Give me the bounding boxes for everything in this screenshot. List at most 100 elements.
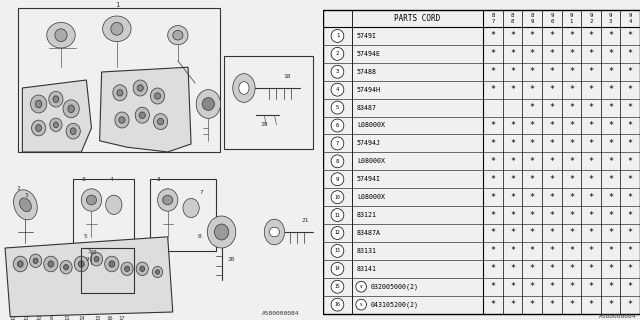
Ellipse shape xyxy=(53,96,59,102)
Ellipse shape xyxy=(48,261,54,267)
Text: *: * xyxy=(608,49,613,58)
Circle shape xyxy=(331,209,344,221)
Text: *: * xyxy=(628,157,633,166)
Text: 2: 2 xyxy=(17,186,20,191)
Ellipse shape xyxy=(105,256,119,272)
Ellipse shape xyxy=(269,227,280,237)
Text: S: S xyxy=(360,303,362,307)
Text: 7: 7 xyxy=(200,189,203,195)
Ellipse shape xyxy=(55,29,67,42)
Text: *: * xyxy=(628,246,633,255)
Text: *: * xyxy=(589,31,593,40)
Text: *: * xyxy=(549,282,554,291)
Text: 3: 3 xyxy=(81,177,85,182)
Text: *: * xyxy=(569,228,574,237)
Text: *: * xyxy=(628,300,633,309)
Text: *: * xyxy=(530,175,534,184)
Ellipse shape xyxy=(207,216,236,248)
Text: *: * xyxy=(569,121,574,130)
Ellipse shape xyxy=(152,266,163,277)
Text: *: * xyxy=(530,85,534,94)
Ellipse shape xyxy=(33,258,38,263)
Text: *: * xyxy=(569,85,574,94)
Ellipse shape xyxy=(29,254,42,268)
Ellipse shape xyxy=(63,265,68,270)
Text: 9
1: 9 1 xyxy=(570,13,573,24)
Circle shape xyxy=(331,101,344,114)
Text: V: V xyxy=(360,285,362,289)
Ellipse shape xyxy=(214,224,228,240)
Ellipse shape xyxy=(47,22,76,48)
Ellipse shape xyxy=(154,93,161,99)
Text: *: * xyxy=(549,228,554,237)
Ellipse shape xyxy=(60,260,72,274)
Text: *: * xyxy=(608,121,613,130)
Text: 9
2: 9 2 xyxy=(589,13,593,24)
Text: *: * xyxy=(569,139,574,148)
Ellipse shape xyxy=(31,95,47,113)
Ellipse shape xyxy=(49,91,63,107)
Text: 9: 9 xyxy=(336,177,339,182)
Text: *: * xyxy=(589,139,593,148)
Ellipse shape xyxy=(31,120,45,136)
Ellipse shape xyxy=(135,107,149,123)
Text: *: * xyxy=(490,139,495,148)
Text: *: * xyxy=(490,211,495,220)
Text: 57494E: 57494E xyxy=(356,51,381,57)
Ellipse shape xyxy=(115,112,129,128)
Text: *: * xyxy=(490,300,495,309)
Text: *: * xyxy=(608,103,613,112)
Text: *: * xyxy=(569,175,574,184)
Text: L08000X: L08000X xyxy=(356,158,385,164)
Text: 14: 14 xyxy=(335,266,340,271)
Text: *: * xyxy=(530,282,534,291)
Text: *: * xyxy=(530,246,534,255)
Circle shape xyxy=(331,227,344,239)
Text: *: * xyxy=(549,49,554,58)
Ellipse shape xyxy=(68,105,74,113)
Ellipse shape xyxy=(113,85,127,101)
Text: *: * xyxy=(569,67,574,76)
Text: *: * xyxy=(549,139,554,148)
Text: 3: 3 xyxy=(88,249,91,254)
Text: 83121: 83121 xyxy=(356,212,377,218)
Text: *: * xyxy=(608,157,613,166)
Circle shape xyxy=(331,244,344,257)
Text: *: * xyxy=(628,139,633,148)
Text: *: * xyxy=(530,103,534,112)
Text: *: * xyxy=(589,282,593,291)
Text: 11: 11 xyxy=(335,212,340,218)
Text: *: * xyxy=(608,246,613,255)
Text: *: * xyxy=(490,193,495,202)
Circle shape xyxy=(331,298,344,311)
Text: *: * xyxy=(549,121,554,130)
Text: A580000084: A580000084 xyxy=(599,314,637,319)
Ellipse shape xyxy=(13,190,37,220)
Ellipse shape xyxy=(168,26,188,45)
Ellipse shape xyxy=(54,122,58,128)
Text: *: * xyxy=(569,264,574,273)
Ellipse shape xyxy=(74,256,88,272)
Text: 10: 10 xyxy=(335,195,340,200)
Text: 12: 12 xyxy=(9,316,15,320)
Text: *: * xyxy=(589,228,593,237)
Ellipse shape xyxy=(140,112,145,118)
Text: 57494H: 57494H xyxy=(356,87,381,93)
Text: *: * xyxy=(628,175,633,184)
Text: 19: 19 xyxy=(260,122,268,127)
Ellipse shape xyxy=(86,195,97,205)
Text: *: * xyxy=(608,282,613,291)
Text: 5749I: 5749I xyxy=(356,33,377,39)
Ellipse shape xyxy=(121,262,133,276)
Text: *: * xyxy=(608,67,613,76)
Text: *: * xyxy=(490,157,495,166)
Text: *: * xyxy=(608,300,613,309)
Ellipse shape xyxy=(66,123,80,139)
Text: *: * xyxy=(628,121,633,130)
Text: *: * xyxy=(628,103,633,112)
Text: *: * xyxy=(608,175,613,184)
Text: *: * xyxy=(549,67,554,76)
Text: *: * xyxy=(490,282,495,291)
Text: 20: 20 xyxy=(228,257,236,262)
Text: 13: 13 xyxy=(335,248,340,253)
